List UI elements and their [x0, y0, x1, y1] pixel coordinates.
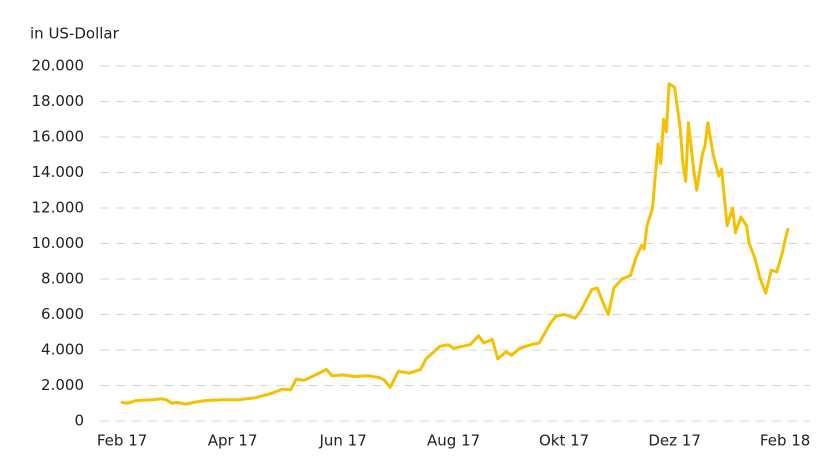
y-tick-label: 14.000 [32, 163, 85, 181]
x-tick-label: Jun 17 [318, 432, 366, 450]
y-tick-label: 18.000 [32, 92, 85, 110]
x-tick-label: Okt 17 [539, 432, 589, 450]
y-tick-label: 8.000 [41, 270, 84, 288]
x-tick-label: Feb 17 [97, 432, 147, 450]
y-tick-label: 2.000 [41, 376, 84, 394]
y-tick-label: 0 [74, 412, 84, 430]
y-tick-label: 6.000 [41, 305, 84, 323]
x-tick-label: Apr 17 [208, 432, 258, 450]
y-tick-label: 20.000 [32, 57, 85, 75]
x-tick-label: Dez 17 [648, 432, 701, 450]
x-tick-label: Feb 18 [760, 432, 810, 450]
y-tick-label: 16.000 [32, 128, 85, 146]
y-tick-label: 10.000 [32, 234, 85, 252]
x-tick-label: Aug 17 [427, 432, 480, 450]
price-line [120, 82, 790, 406]
y-tick-label: 12.000 [32, 199, 85, 217]
y-axis-label: in US-Dollar [30, 25, 120, 43]
y-tick-label: 4.000 [41, 341, 84, 359]
